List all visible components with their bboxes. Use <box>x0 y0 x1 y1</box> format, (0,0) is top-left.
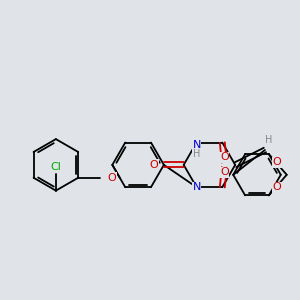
Text: O: O <box>107 173 116 183</box>
Text: O: O <box>220 167 229 177</box>
Text: O: O <box>220 152 229 162</box>
Text: O: O <box>272 157 281 167</box>
Text: N: N <box>192 140 201 149</box>
Text: O: O <box>150 160 158 170</box>
Text: O: O <box>272 182 281 192</box>
Text: N: N <box>192 182 201 192</box>
Text: H: H <box>265 135 273 145</box>
Text: Cl: Cl <box>50 162 61 172</box>
Text: H: H <box>193 149 200 159</box>
